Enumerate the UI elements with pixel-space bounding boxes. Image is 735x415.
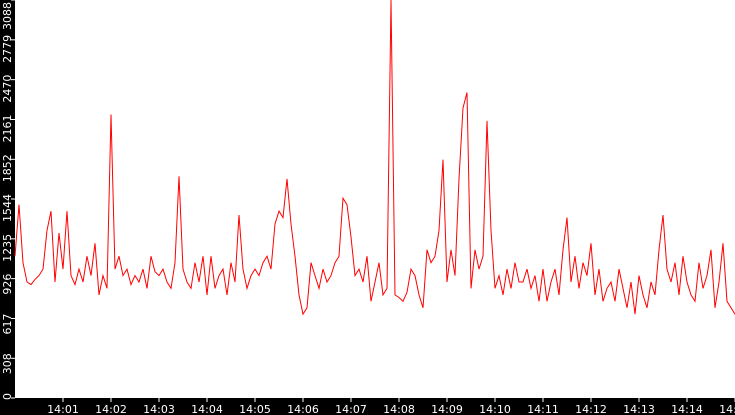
x-tick-label: 14:04 [191, 403, 223, 415]
y-tick-label: 617 [1, 313, 14, 334]
y-tick-label: 1852 [1, 154, 14, 182]
x-tick-label: 14:07 [335, 403, 367, 415]
x-tick-label: 14:12 [575, 403, 607, 415]
y-tick-label: 2470 [1, 75, 14, 103]
x-tick-label: 14:11 [527, 403, 559, 415]
y-tick-label: 1235 [1, 234, 14, 262]
y-tick-label: 926 [1, 274, 14, 295]
x-axis-strip [0, 398, 735, 415]
y-tick-label: 2161 [1, 114, 14, 142]
x-tick-label: 14:06 [287, 403, 319, 415]
x-tick-label: 14:01 [47, 403, 79, 415]
series-line [14, 0, 735, 316]
y-tick-label: 1544 [1, 194, 14, 222]
x-tick-label: 14:05 [239, 403, 271, 415]
y-tick-label: 3088 [1, 2, 14, 30]
x-tick-label: 14:03 [143, 403, 175, 415]
y-tick-label: 0 [1, 393, 14, 400]
x-axis: 14:01 14:02 14:03 14:04 14:05 14:06 14:07 14:08… [47, 398, 735, 415]
y-tick-label: 2779 [1, 35, 14, 63]
x-tick-label: 14:15 [719, 403, 735, 415]
y-axis: 0 308 617 926 1235 1544 1852 2161 2470 2779 3088 [1, 0, 15, 400]
x-tick-label: 14:13 [623, 403, 655, 415]
x-tick-label: 14:10 [479, 403, 511, 415]
plot-area [14, 0, 735, 316]
x-tick-label: 14:08 [383, 403, 415, 415]
y-axis-strip [0, 0, 15, 415]
x-tick-label: 14:14 [671, 403, 703, 415]
x-tick-label: 14:02 [95, 403, 127, 415]
x-tick-label: 14:09 [431, 403, 463, 415]
y-tick-label: 308 [1, 353, 14, 374]
